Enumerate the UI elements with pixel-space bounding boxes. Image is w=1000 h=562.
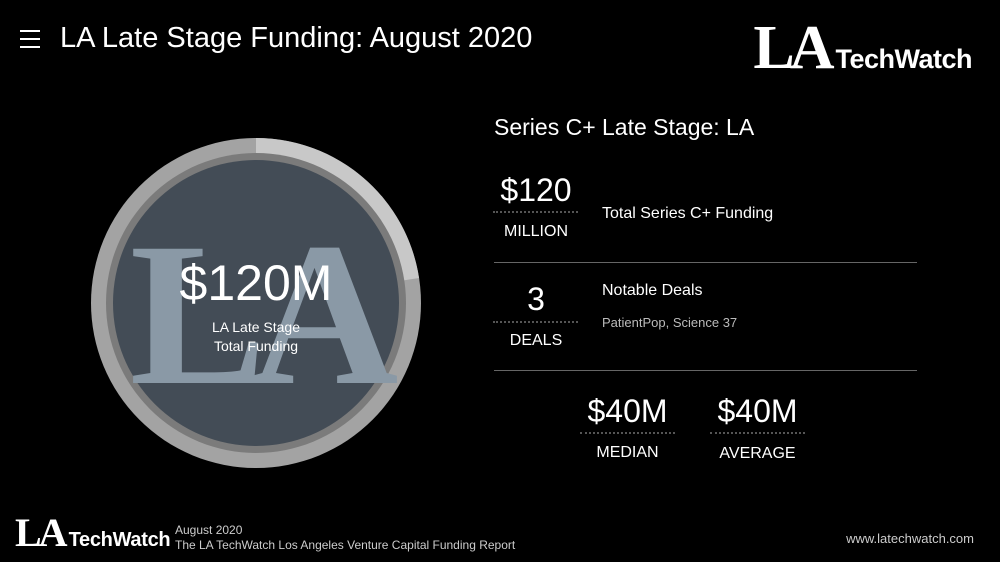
footer-text: August 2020 The LA TechWatch Los Angeles… <box>175 523 515 553</box>
median-number: $40M <box>587 393 668 429</box>
section-title: Series C+ Late Stage: LA <box>494 114 755 140</box>
hamburger-menu-icon[interactable] <box>20 30 40 48</box>
latechwatch-logo[interactable]: LA TechWatch <box>753 14 972 82</box>
deals-unit: DEALS <box>509 332 563 349</box>
gauge-label-line1: LA Late Stage <box>212 319 300 335</box>
median-unit: MEDIAN <box>596 444 659 461</box>
logo-wordmark: TechWatch <box>835 44 972 74</box>
deals-divider <box>493 321 578 323</box>
gauge-inner-disc <box>113 160 399 446</box>
average-unit: AVERAGE <box>719 445 796 462</box>
footer-url[interactable]: www.latechwatch.com <box>846 531 974 546</box>
median-divider <box>580 432 675 434</box>
footer-report-title: The LA TechWatch Los Angeles Venture Cap… <box>175 538 516 552</box>
funding-gauge: LA <box>91 138 421 468</box>
footer-logo[interactable]: LA TechWatch <box>15 510 171 555</box>
total-funding-unit: MILLION <box>503 223 568 240</box>
gauge-watermark: LA <box>130 201 398 428</box>
average-number: $40M <box>717 393 798 429</box>
deals-description: Notable Deals <box>602 282 703 299</box>
average-divider <box>710 432 805 434</box>
section-divider-2 <box>494 370 917 371</box>
footer-logo-wordmark: TechWatch <box>68 529 171 551</box>
section-divider-1 <box>494 262 917 263</box>
total-funding-number: $120 <box>500 172 572 208</box>
gauge-value: $120M <box>179 255 333 311</box>
total-funding-description: Total Series C+ Funding <box>602 205 774 222</box>
total-funding-divider <box>493 211 578 213</box>
logo-monogram: LA <box>753 14 834 82</box>
gauge-label-line2: Total Funding <box>213 338 299 354</box>
footer-logo-monogram: LA <box>15 510 68 555</box>
deals-names: PatientPop, Science 37 <box>602 315 738 330</box>
footer-date: August 2020 <box>175 523 243 537</box>
gauge-label: LA Late Stage Total Funding <box>91 318 421 356</box>
page-title: LA Late Stage Funding: August 2020 <box>60 22 533 54</box>
deals-number: 3 <box>527 281 545 317</box>
